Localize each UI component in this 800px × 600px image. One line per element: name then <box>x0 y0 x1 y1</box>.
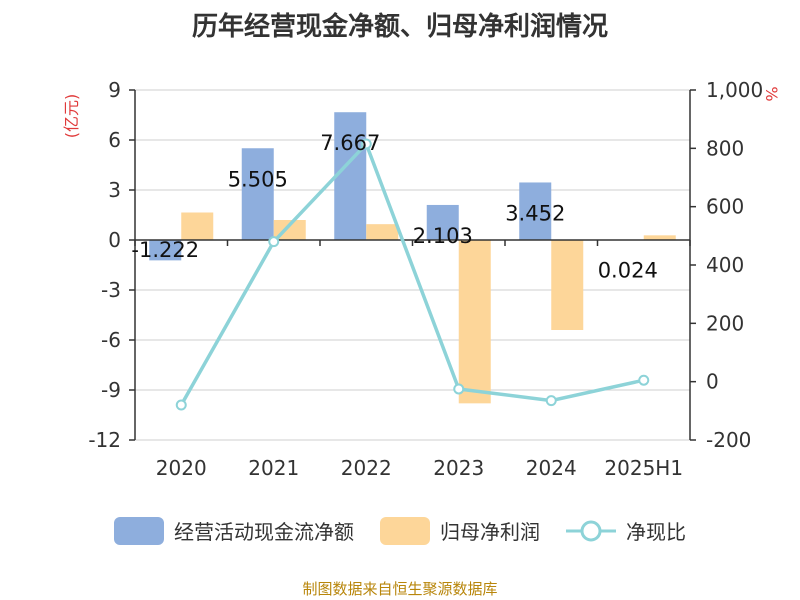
legend-label-cash: 经营活动现金流净额 <box>174 520 354 544</box>
bar-cash <box>519 182 552 240</box>
bar-cash <box>241 148 274 240</box>
y-left-tick-label: -9 <box>101 378 121 402</box>
legend-swatch-ratio <box>566 520 616 541</box>
y-right-tick-label: 1,000 <box>706 78 763 102</box>
legend-swatch-cash <box>114 516 164 545</box>
bar-profit <box>643 235 676 240</box>
label-layer: -1.222 5.505 7.667 2.103 3.452 0.024 <box>131 131 657 282</box>
data-label-cash: 2.103 <box>413 224 473 248</box>
data-label-cash: 0.024 <box>598 259 658 283</box>
legend-label-profit: 归母净利润 <box>440 520 540 544</box>
y-right-tick-label: 400 <box>706 253 744 277</box>
point-ratio <box>638 374 650 386</box>
y-left-tick-label: 9 <box>108 78 121 102</box>
x-tick-label: 2024 <box>526 456 577 480</box>
bar-cash <box>426 204 459 240</box>
bar-profit <box>551 240 584 330</box>
x-tick-label: 2021 <box>248 456 299 480</box>
y-right-tick-label: 0 <box>706 370 719 394</box>
line-ratio <box>179 140 645 406</box>
x-tick-label: 2025H1 <box>604 456 683 480</box>
y-left-tick-label: -3 <box>101 278 121 302</box>
x-tick-label: 2020 <box>156 456 207 480</box>
bar-cash <box>149 240 182 261</box>
data-label-cash: 5.505 <box>228 167 288 191</box>
source-footer: 制图数据来自恒生聚源数据库 <box>302 580 498 598</box>
point-ratio <box>453 383 465 395</box>
y-left-tick-label: 3 <box>108 178 121 202</box>
data-label-cash: -1.222 <box>131 238 199 262</box>
chart-title: 历年经营现金净额、归母净利润情况 <box>191 12 608 42</box>
bar-profit <box>181 212 214 240</box>
axis-layer: 9 6 3 0 -3 -6 -9 -12 1,000 800 600 400 200 0 -200 (亿元)%… <box>62 78 781 480</box>
x-tick-label: 2022 <box>341 456 392 480</box>
point-ratio <box>175 399 187 411</box>
point-ratio <box>360 138 372 150</box>
legend-item-profit[interactable]: 归母净利润 <box>380 516 540 545</box>
y-right-tick-label: 600 <box>706 195 744 219</box>
y-right-tick-label: 800 <box>706 136 744 160</box>
legend-item-ratio[interactable]: 净现比 <box>566 516 686 545</box>
y-left-axis-title: (亿元) <box>62 94 81 139</box>
legend: 经营活动现金流净额 归母净利润 净现比 <box>0 516 800 545</box>
bar-layer <box>149 112 676 404</box>
point-ratio <box>545 395 557 407</box>
y-left-tick-label: -6 <box>101 328 121 352</box>
y-right-axis-title: % <box>762 86 781 101</box>
y-right-tick-label: 200 <box>706 311 744 335</box>
y-left-tick-label: 0 <box>108 228 121 252</box>
y-left-tick-label: -12 <box>88 428 121 452</box>
line-layer <box>175 138 650 411</box>
data-label-cash: 7.667 <box>320 131 380 155</box>
bar-cash <box>334 112 367 240</box>
point-ratio <box>268 236 280 248</box>
x-tick-label: 2023 <box>433 456 484 480</box>
legend-label-ratio: 净现比 <box>626 520 686 544</box>
legend-swatch-profit <box>380 516 430 545</box>
bar-profit <box>458 240 491 404</box>
y-right-tick-label: -200 <box>706 428 751 452</box>
y-left-tick-label: 6 <box>108 128 121 152</box>
bar-profit <box>366 224 399 240</box>
legend-item-cash[interactable]: 经营活动现金流净额 <box>114 516 354 545</box>
data-label-cash: 3.452 <box>505 201 565 225</box>
